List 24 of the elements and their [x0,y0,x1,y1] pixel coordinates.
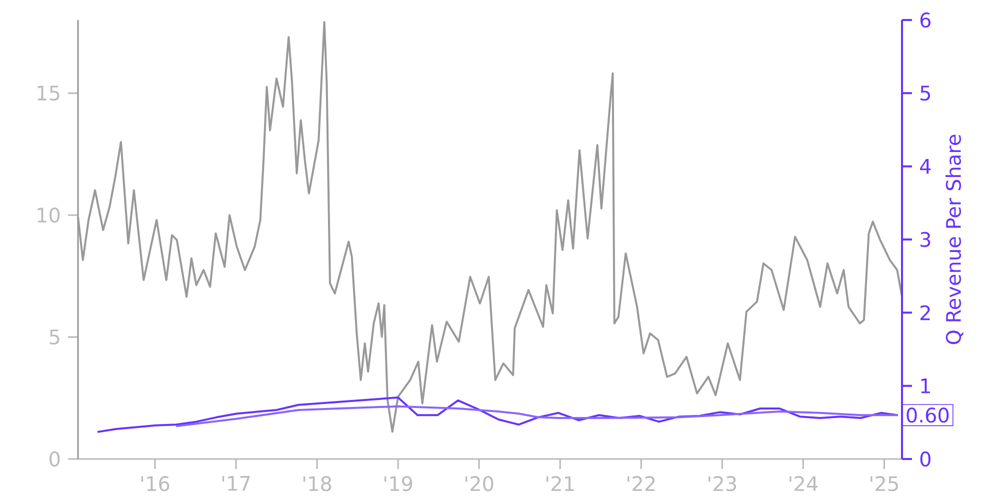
y2-tick-label: 0 [920,451,930,467]
x-tick-label: '18 [303,476,332,492]
y2-axis-title: Q Revenue Per Share [946,134,964,344]
y-tick-label: 10 [38,208,60,223]
x-tick-label: '24 [790,476,818,491]
x-tick-label: '23 [708,476,736,492]
line-series [175,405,899,428]
y-tick-label: 0 [50,451,60,467]
x-tick-label: '19 [384,476,412,492]
x-tick-label: '20 [466,476,494,492]
x-tick-label: '21 [546,476,574,491]
x-tick-label: '25 [870,476,898,492]
x-tick-label: '16 [141,476,170,492]
y2-tick-label: 6 [920,12,931,28]
y2-tick-label: 3 [920,232,930,248]
x-tick-label: '22 [628,476,655,491]
y2-tick-label: 2 [920,305,930,320]
y2-tick-label: 4 [920,159,931,174]
text: 0.60 [906,408,949,423]
y2-tick-label: 5 [920,86,930,101]
x-tick-label: '17 [222,476,250,491]
y2-tick-label: 1 [921,378,930,394]
y-tick-label: 5 [50,330,60,344]
y-tick-label: 15 [38,86,60,101]
